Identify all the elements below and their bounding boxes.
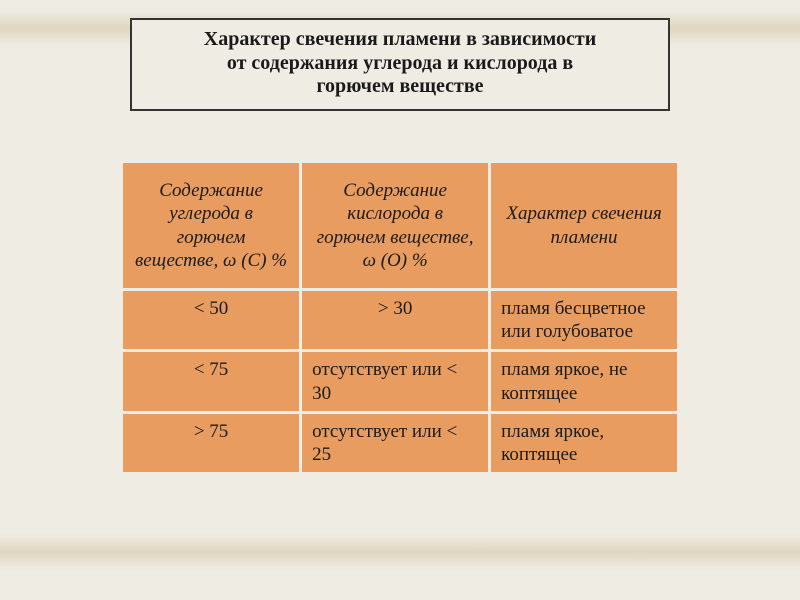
title-line-3: горючем веществе (146, 75, 654, 99)
title-line-2: от содержания углерода и кислорода в (146, 52, 654, 76)
cell-carbon: < 50 (122, 290, 301, 351)
col-header-carbon: Содержание углерода в горючем веществе, … (122, 162, 301, 290)
cell-flame: пламя бесцветное или голубоватое (490, 290, 679, 351)
col-header-flame: Характер свечения пламени (490, 162, 679, 290)
flame-table: Содержание углерода в горючем веществе, … (120, 160, 680, 475)
table-row: > 75 отсутствует или < 25 пламя яркое, к… (122, 412, 679, 473)
cell-flame: пламя яркое, коптящее (490, 412, 679, 473)
decorative-sand-bottom (0, 534, 800, 570)
title-box: Характер свечения пламени в зависимости … (130, 18, 670, 111)
cell-oxygen: отсутствует или < 30 (301, 351, 490, 412)
cell-oxygen: отсутствует или < 25 (301, 412, 490, 473)
cell-flame: пламя яркое, не коптящее (490, 351, 679, 412)
col-header-oxygen: Содержание кислорода в горючем веществе,… (301, 162, 490, 290)
cell-carbon: < 75 (122, 351, 301, 412)
title-line-1: Характер свечения пламени в зависимости (146, 28, 654, 52)
cell-carbon: > 75 (122, 412, 301, 473)
table-row: < 75 отсутствует или < 30 пламя яркое, н… (122, 351, 679, 412)
table-row: < 50 > 30 пламя бесцветное или голубоват… (122, 290, 679, 351)
cell-oxygen: > 30 (301, 290, 490, 351)
table-header-row: Содержание углерода в горючем веществе, … (122, 162, 679, 290)
